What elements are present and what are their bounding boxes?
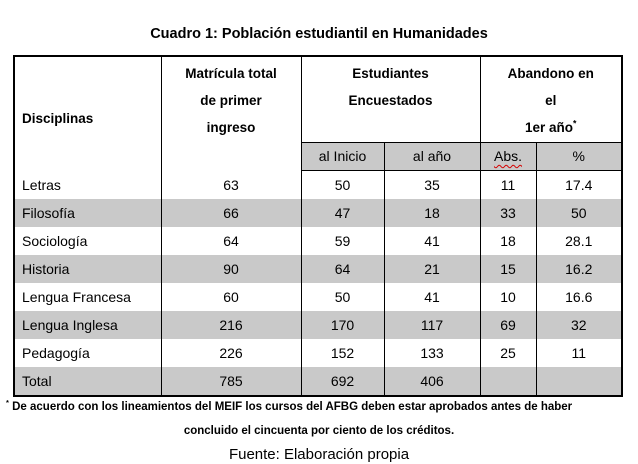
value-cell: 170 [300, 311, 385, 339]
subheader-abs: Abs. [479, 142, 537, 171]
header-row-1: Disciplinas Matrícula total de primer in… [13, 56, 623, 171]
value-cell [535, 367, 623, 396]
value-cell: 216 [160, 311, 302, 339]
value-cell: 90 [160, 255, 302, 283]
subheader-pct: % [535, 142, 623, 171]
header-matricula: Matrícula total de primer ingreso [160, 56, 302, 171]
value-cell: 10 [479, 283, 537, 311]
source-line: Fuente: Elaboración propia [228, 446, 410, 463]
footnote-asterisk: * [6, 398, 9, 408]
value-cell: 16.2 [535, 255, 623, 283]
header-matricula-line3: ingreso [206, 120, 256, 135]
subheader-al-ano: al año [383, 142, 481, 171]
discipline-cell: Letras [13, 170, 162, 199]
value-cell: 60 [160, 283, 302, 311]
value-cell: 28.1 [535, 227, 623, 255]
table-row: Historia 90 64 21 15 16.2 [13, 255, 623, 283]
header-row-2: al Inicio al año Abs. % [14, 142, 623, 171]
value-cell: 152 [300, 339, 385, 367]
value-cell: 11 [535, 339, 623, 367]
header-disciplinas-label: Disciplinas [22, 111, 94, 126]
value-cell: 64 [160, 227, 302, 255]
value-cell: 17.4 [535, 170, 623, 199]
value-cell: 66 [160, 199, 302, 227]
value-cell: 21 [383, 255, 481, 283]
header-matricula-line1: Matrícula total [185, 66, 277, 81]
value-cell: 50 [300, 170, 385, 199]
footnote-line2: concluido el cincuenta por ciento de los… [183, 425, 455, 437]
header-abandono-line3: 1er año* [481, 114, 621, 141]
header-disciplinas: Disciplinas [13, 56, 162, 171]
discipline-cell: Total [13, 367, 162, 396]
value-cell: 133 [383, 339, 481, 367]
discipline-cell: Lengua Inglesa [13, 311, 162, 339]
abandono-footnote-asterisk: * [573, 118, 577, 129]
value-cell: 64 [300, 255, 385, 283]
table-row: Pedagogía 226 152 133 25 11 [13, 339, 623, 367]
table-body: Letras 63 50 35 11 17.4 Filosofía 66 47 … [13, 170, 623, 396]
discipline-cell: Historia [13, 255, 162, 283]
footnote-line1-text: De acuerdo con los lineamientos del MEIF… [12, 401, 573, 413]
discipline-cell: Lengua Francesa [13, 283, 162, 311]
value-cell: 47 [300, 199, 385, 227]
header-encuestados-line2: Encuestados [348, 93, 433, 108]
table-title: Cuadro 1: Población estudiantil en Human… [150, 26, 488, 42]
value-cell: 35 [383, 170, 481, 199]
footnote-line1: * De acuerdo con los lineamientos del ME… [0, 398, 638, 414]
header-abandono-line1: Abandono en [507, 66, 594, 81]
value-cell: 50 [300, 283, 385, 311]
value-cell: 692 [300, 367, 385, 396]
value-cell: 32 [535, 311, 623, 339]
header-abandono-year: 1er año [525, 120, 574, 135]
value-cell: 50 [535, 199, 623, 227]
value-cell: 41 [383, 283, 481, 311]
header-abandono: Abandono en el 1er año* [479, 56, 623, 143]
footnote: * De acuerdo con los lineamientos del ME… [0, 398, 638, 438]
discipline-cell: Filosofía [13, 199, 162, 227]
header-encuestados: Estudiantes Encuestados [300, 56, 481, 143]
discipline-cell: Sociología [13, 227, 162, 255]
table-row-total: Total 785 692 406 [13, 367, 623, 396]
header-encuestados-line1: Estudiantes [352, 66, 429, 81]
table-row: Lengua Francesa 60 50 41 10 16.6 [13, 283, 623, 311]
table-row: Filosofía 66 47 18 33 50 [13, 199, 623, 227]
discipline-cell: Pedagogía [13, 339, 162, 367]
value-cell: 33 [479, 199, 537, 227]
value-cell: 226 [160, 339, 302, 367]
value-cell: 16.6 [535, 283, 623, 311]
value-cell: 41 [383, 227, 481, 255]
table-header: Disciplinas Matrícula total de primer in… [13, 56, 623, 171]
value-cell: 117 [383, 311, 481, 339]
header-matricula-line2: de primer [200, 93, 262, 108]
value-cell: 18 [383, 199, 481, 227]
value-cell: 15 [479, 255, 537, 283]
subheader-abs-label: Abs. [493, 148, 522, 164]
value-cell: 69 [479, 311, 537, 339]
table-row: Lengua Inglesa 216 170 117 69 32 [13, 311, 623, 339]
data-table: Disciplinas Matrícula total de primer in… [13, 55, 623, 397]
header-abandono-line2: el [545, 93, 557, 108]
value-cell: 63 [160, 170, 302, 199]
value-cell: 25 [479, 339, 537, 367]
value-cell [479, 367, 537, 396]
value-cell: 59 [300, 227, 385, 255]
subheader-al-inicio: al Inicio [300, 142, 385, 171]
table-row: Letras 63 50 35 11 17.4 [13, 170, 623, 199]
value-cell: 11 [479, 170, 537, 199]
value-cell: 406 [383, 367, 481, 396]
table-row: Sociología 64 59 41 18 28.1 [13, 227, 623, 255]
value-cell: 785 [160, 367, 302, 396]
value-cell: 18 [479, 227, 537, 255]
